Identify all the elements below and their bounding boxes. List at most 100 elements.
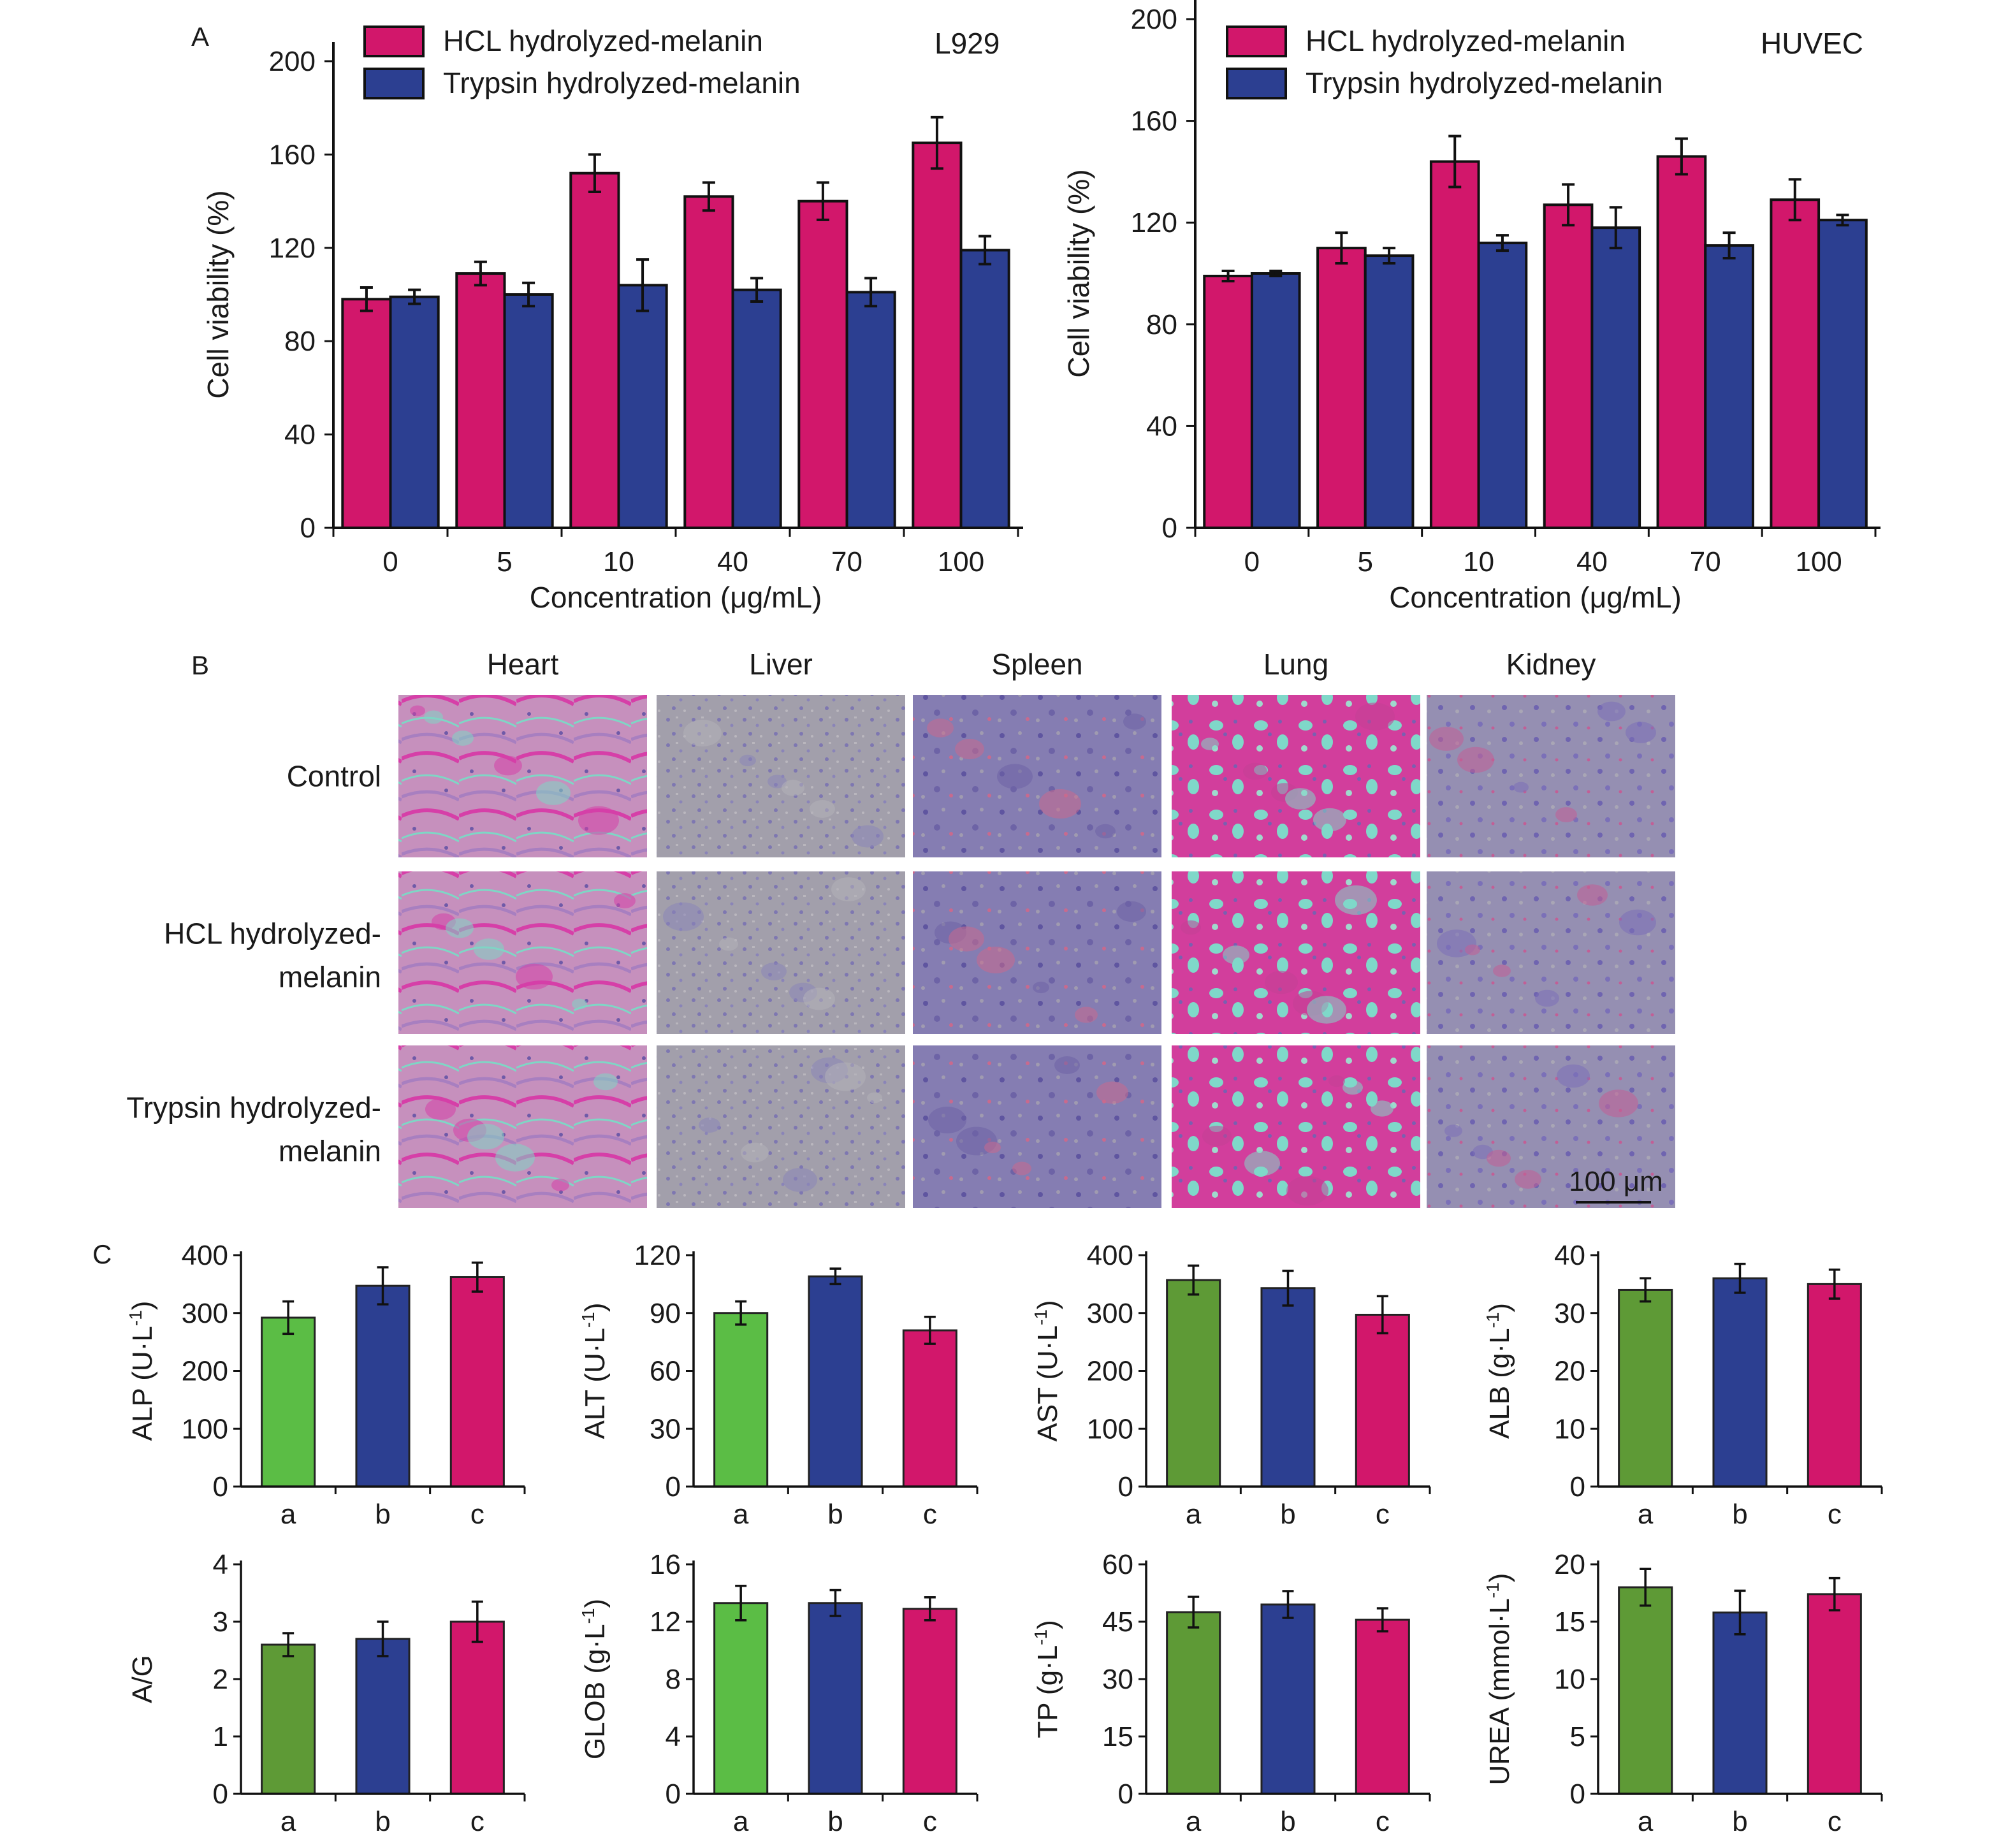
bar-hcl-10 <box>569 171 620 529</box>
bar-c <box>902 1329 957 1488</box>
histology-image-liver <box>657 1045 905 1208</box>
y-tick-label: 0 <box>1118 1779 1133 1810</box>
y-tick-label: 120 <box>634 1240 681 1271</box>
bar-hcl-40 <box>1543 203 1594 529</box>
y-axis-label-main: ALP (U·L <box>127 1326 158 1441</box>
histology-image-heart <box>398 695 647 857</box>
x-tick-label: b <box>375 1806 390 1837</box>
histology-image-spleen <box>913 1045 1161 1208</box>
bar-a <box>1166 1279 1221 1488</box>
y-axis-label-main: ALT (U·L <box>579 1328 611 1439</box>
x-tick-label: c <box>923 1499 937 1530</box>
row-label: Trypsin hydrolyzed- <box>126 1091 381 1124</box>
y-axis-label-main: UREA (mmol·L <box>1484 1598 1515 1785</box>
tissue-blotch <box>1223 945 1249 964</box>
bar-b <box>1712 1277 1768 1488</box>
y-tick-label: 400 <box>182 1240 228 1271</box>
y-axis-label: AST (U·L-1) <box>1031 1300 1063 1441</box>
scale-bar-label: 100 μm <box>1569 1166 1663 1197</box>
tissue-blotch <box>1513 782 1529 793</box>
y-tick-label: 300 <box>1087 1298 1133 1329</box>
x-tick-label: a <box>733 1806 749 1837</box>
y-tick-label: 80 <box>284 326 316 357</box>
y-tick-label: 15 <box>1554 1606 1585 1638</box>
bar-trypsin-100 <box>1817 219 1868 529</box>
histology-tissue <box>1427 1045 1675 1208</box>
y-axis-label: ALT (U·L-1) <box>578 1303 611 1439</box>
bar-a <box>1618 1586 1673 1795</box>
bar-trypsin-0 <box>1250 272 1301 529</box>
histology-image-lung <box>1172 695 1420 857</box>
y-tick-label: 0 <box>666 1779 681 1810</box>
tissue-blotch <box>551 1179 569 1191</box>
tissue-blotch <box>1039 789 1081 819</box>
x-tick-label: 100 <box>1795 546 1842 578</box>
y-tick-label: 0 <box>213 1779 228 1810</box>
row-label: HCL hydrolyzed- <box>164 917 381 950</box>
chart-tp: a b c 0 15 30 45 60 TP (g·L-1) <box>1031 1549 1431 1837</box>
tissue-blotch <box>494 755 522 776</box>
y-tick-label: 200 <box>182 1356 228 1387</box>
tissue-blotch <box>614 893 636 908</box>
tissue-blotch <box>1626 722 1656 743</box>
x-tick-label: 100 <box>938 546 984 578</box>
tissue-blotch <box>955 738 984 760</box>
legend-label-hcl: HCL hydrolyzed-melanin <box>1306 24 1626 57</box>
tissue-blotch <box>1054 1056 1080 1074</box>
tissue-blotch <box>768 775 787 789</box>
bar-hcl-10 <box>1429 160 1480 529</box>
row-label: Control <box>287 760 381 793</box>
l929-viability-chart: 0 40 80 120 160 200 0 5 10 40 70 100 Concentration (… <box>201 24 1023 614</box>
bar-c <box>1807 1283 1862 1488</box>
y-tick-label: 30 <box>650 1413 681 1444</box>
x-tick-label: 40 <box>1576 546 1608 578</box>
histology-image-kidney <box>1427 1045 1675 1208</box>
bar-trypsin-70 <box>845 291 896 529</box>
y-tick-label: 0 <box>300 513 316 544</box>
y-tick-label: 90 <box>650 1298 681 1329</box>
bar-hcl-70 <box>797 200 848 530</box>
chart-ast: a b c 0 100 200 300 400 AST (U·L-1) <box>1031 1240 1431 1530</box>
tissue-blotch <box>1181 920 1201 935</box>
huvec-viability-chart: 0 40 80 120 160 200 0 5 10 40 70 100 Concentration (… <box>1062 0 1881 614</box>
y-tick-label: 40 <box>284 419 316 451</box>
y-axis-label-end: ) <box>1484 1303 1515 1313</box>
row-label-line2: melanin <box>279 961 381 994</box>
tissue-blotch <box>803 987 835 1010</box>
chart-urea: a b c 0 5 10 15 20 UREA (mmol·L-1) <box>1483 1549 1883 1837</box>
histology-image-spleen <box>913 871 1161 1034</box>
y-tick-label: 20 <box>1554 1549 1585 1580</box>
bar-hcl-5 <box>455 272 506 529</box>
x-tick-label: c <box>1828 1499 1842 1530</box>
bar-b <box>808 1602 863 1795</box>
y-axis-label: Cell viability (%) <box>201 190 235 398</box>
y-tick-label: 0 <box>1162 513 1177 544</box>
bar-a <box>1166 1611 1221 1795</box>
y-axis-label-end: ) <box>1484 1573 1515 1583</box>
x-tick-label: 5 <box>497 546 512 578</box>
tissue-blotch <box>1286 1175 1328 1206</box>
bar-hcl-100 <box>912 142 963 530</box>
y-axis-label-sup: -1 <box>1031 1629 1051 1645</box>
histology-image-lung <box>1172 1045 1420 1208</box>
bar-trypsin-10 <box>1477 242 1528 529</box>
x-tick-label: a <box>1638 1806 1654 1837</box>
x-tick-label: b <box>375 1499 390 1530</box>
tissue-blotch <box>739 754 756 767</box>
column-label-kidney: Kidney <box>1506 648 1596 681</box>
y-tick-label: 45 <box>1102 1606 1133 1638</box>
bar-b <box>1260 1603 1316 1795</box>
x-tick-label: b <box>1280 1499 1295 1530</box>
y-axis-label: ALB (g·L-1) <box>1483 1303 1515 1439</box>
y-axis-label-end: ) <box>1032 1620 1063 1629</box>
tissue-blotch <box>997 764 1033 789</box>
tissue-blotch <box>424 710 443 724</box>
tissue-blotch <box>1557 1064 1590 1088</box>
y-tick-label: 60 <box>650 1356 681 1387</box>
tissue-blotch <box>1244 1151 1280 1176</box>
histology-tissue <box>1427 695 1675 857</box>
x-tick-label: b <box>827 1806 843 1837</box>
y-tick-label: 120 <box>269 233 316 264</box>
